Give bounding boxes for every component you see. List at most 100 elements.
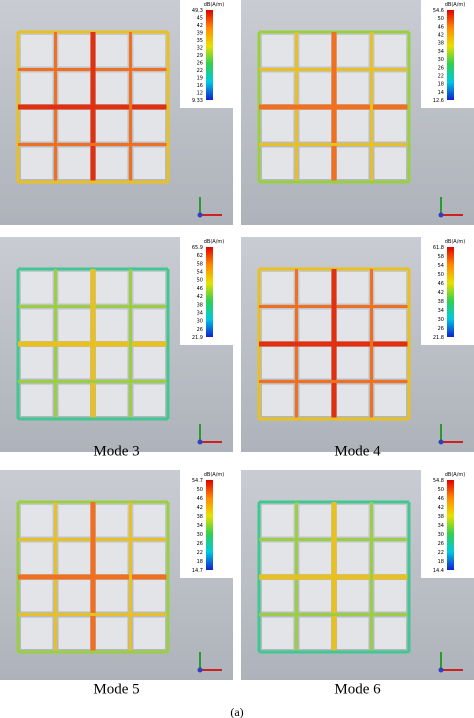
patch bbox=[262, 617, 294, 649]
colorbar-unit: dB(A/m) bbox=[445, 472, 466, 478]
patch bbox=[133, 272, 165, 304]
patch bbox=[337, 272, 369, 304]
colorbar-label: 50 bbox=[438, 16, 444, 22]
patch bbox=[133, 580, 165, 612]
patch bbox=[21, 347, 53, 379]
patch bbox=[374, 617, 406, 649]
patch bbox=[262, 309, 294, 341]
colorbar-label: 46 bbox=[438, 24, 444, 30]
patch bbox=[96, 542, 128, 574]
patch bbox=[133, 35, 165, 67]
colorbar-label: 30 bbox=[438, 532, 444, 538]
patch bbox=[96, 347, 128, 379]
colorbar-label: 22 bbox=[438, 550, 444, 556]
patch bbox=[299, 272, 331, 304]
colorbar-label: 58 bbox=[438, 254, 444, 260]
colorbar-label: 32 bbox=[197, 46, 203, 52]
colorbar-label: 26 bbox=[197, 61, 203, 67]
colorbar-unit: dB(A/m) bbox=[445, 239, 466, 245]
colorbar-label: 46 bbox=[438, 281, 444, 287]
mode-panel: dB(A/m)65.9 62 58 54 50 46 42 38 34 30 26 21.9 bbox=[0, 237, 233, 452]
axis-icon bbox=[438, 439, 444, 445]
colorbar-label: 29 bbox=[197, 53, 203, 59]
patch bbox=[337, 110, 369, 142]
colorbar-label: 14.4 bbox=[433, 568, 444, 574]
colorbar-label: 30 bbox=[197, 532, 203, 538]
colorbar bbox=[447, 480, 454, 570]
patch bbox=[58, 542, 90, 574]
colorbar-unit: dB(A/m) bbox=[204, 472, 225, 478]
patch bbox=[133, 309, 165, 341]
patch bbox=[374, 505, 406, 537]
colorbar-label: 62 bbox=[197, 253, 203, 259]
patch bbox=[262, 580, 294, 612]
colorbar-label: 65.9 bbox=[192, 245, 203, 251]
patch bbox=[58, 347, 90, 379]
patch bbox=[299, 542, 331, 574]
colorbar bbox=[206, 480, 213, 570]
patch bbox=[21, 617, 53, 649]
patch bbox=[21, 505, 53, 537]
colorbar-label: 35 bbox=[197, 38, 203, 44]
colorbar-label: 42 bbox=[438, 505, 444, 511]
patch bbox=[133, 505, 165, 537]
colorbar-label: 38 bbox=[438, 41, 444, 47]
patch bbox=[58, 72, 90, 104]
patch bbox=[58, 617, 90, 649]
mode-panel: dB(A/m)54.8 50 46 42 38 34 30 26 22 18 14.4 bbox=[241, 470, 474, 680]
colorbar-label: 34 bbox=[438, 308, 444, 314]
patch bbox=[96, 617, 128, 649]
colorbar-label: 22 bbox=[197, 68, 203, 74]
patch bbox=[299, 147, 331, 179]
patch bbox=[21, 35, 53, 67]
colorbar-label: 49.3 bbox=[192, 8, 203, 14]
colorbar-label: 38 bbox=[197, 302, 203, 308]
patch bbox=[21, 110, 53, 142]
axis-icon bbox=[438, 667, 444, 673]
axis-icon bbox=[197, 212, 203, 218]
patch bbox=[262, 542, 294, 574]
patch bbox=[58, 505, 90, 537]
patch bbox=[96, 110, 128, 142]
axis-icon bbox=[438, 212, 444, 218]
colorbar-label: 21.8 bbox=[433, 335, 444, 341]
patch bbox=[21, 384, 53, 416]
colorbar-label: 21.9 bbox=[192, 335, 203, 341]
colorbar bbox=[206, 247, 213, 337]
colorbar-label: 50 bbox=[438, 487, 444, 493]
colorbar-label: 54 bbox=[438, 263, 444, 269]
patch bbox=[299, 384, 331, 416]
colorbar-label: 14.7 bbox=[192, 568, 203, 574]
colorbar-label: 18 bbox=[438, 82, 444, 88]
patch bbox=[262, 505, 294, 537]
colorbar-label: 26 bbox=[197, 541, 203, 547]
patch bbox=[21, 72, 53, 104]
patch bbox=[299, 347, 331, 379]
colorbar-label: 42 bbox=[438, 290, 444, 296]
patch bbox=[374, 347, 406, 379]
colorbar-label: 54 bbox=[197, 270, 203, 276]
patch bbox=[21, 580, 53, 612]
patch bbox=[374, 309, 406, 341]
mode-caption: Mode 5 bbox=[93, 681, 139, 697]
patch bbox=[262, 384, 294, 416]
patch bbox=[262, 110, 294, 142]
colorbar-label: 54.8 bbox=[433, 478, 444, 484]
colorbar-label: 34 bbox=[197, 523, 203, 529]
colorbar-label: 30 bbox=[438, 57, 444, 63]
patch bbox=[337, 347, 369, 379]
colorbar-label: 46 bbox=[197, 286, 203, 292]
patch bbox=[96, 309, 128, 341]
colorbar-label: 26 bbox=[438, 326, 444, 332]
patch bbox=[96, 580, 128, 612]
patch bbox=[262, 347, 294, 379]
colorbar bbox=[206, 10, 213, 100]
mode-caption: Mode 3 bbox=[93, 443, 139, 459]
patch bbox=[133, 110, 165, 142]
patch bbox=[58, 272, 90, 304]
colorbar-label: 30 bbox=[438, 317, 444, 323]
mode-panel: dB(A/m)61.8 58 54 50 46 42 38 34 30 26 21.8 bbox=[241, 237, 474, 452]
patch bbox=[96, 35, 128, 67]
